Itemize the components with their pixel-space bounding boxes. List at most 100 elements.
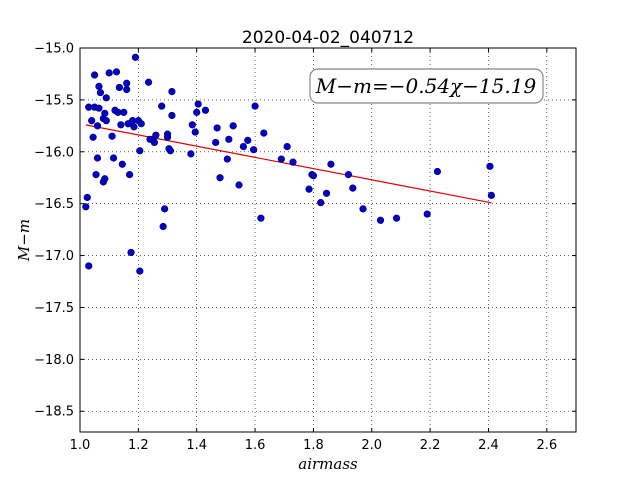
data-point <box>166 147 175 155</box>
data-point <box>277 155 285 163</box>
data-point <box>423 210 431 218</box>
data-point <box>152 131 160 139</box>
data-point <box>89 133 97 141</box>
data-point <box>216 174 224 182</box>
annotation-text: M−m=−0.54χ−15.19 <box>315 74 537 98</box>
data-point <box>487 191 495 199</box>
data-point <box>187 150 195 158</box>
data-point <box>289 158 297 166</box>
data-point <box>95 82 103 90</box>
chart-title: 2020-04-02_040712 <box>242 28 414 48</box>
data-point <box>126 171 134 179</box>
annotation-box: M−m=−0.54χ−15.19 <box>309 68 544 104</box>
data-point <box>201 106 210 114</box>
data-point <box>349 184 357 192</box>
data-point <box>213 124 221 132</box>
data-point <box>433 167 442 176</box>
data-point <box>115 83 123 92</box>
y-axis-label: M−m <box>15 219 33 262</box>
x-tick-label: 1.8 <box>303 438 324 453</box>
data-point <box>305 185 313 193</box>
y-tick-label: −16.0 <box>34 145 74 160</box>
data-point <box>229 122 237 130</box>
y-tick-label: −17.5 <box>34 301 74 316</box>
data-point <box>83 193 91 202</box>
data-point <box>101 175 109 183</box>
data-point <box>188 121 196 129</box>
data-point <box>127 248 135 257</box>
data-point <box>225 135 233 143</box>
y-tick-label: −18.5 <box>34 405 74 420</box>
plot-frame <box>79 47 577 433</box>
data-point <box>82 203 90 211</box>
data-point <box>93 122 102 130</box>
data-point <box>105 69 113 77</box>
x-axis-label: airmass <box>298 455 358 473</box>
data-point <box>250 146 258 154</box>
annotation-frame <box>309 68 544 104</box>
data-point <box>322 189 331 197</box>
y-tick-label: −15.0 <box>34 42 74 57</box>
data-point <box>123 85 131 94</box>
data-point <box>251 102 259 110</box>
data-point <box>212 138 220 147</box>
x-tick-label: 1.2 <box>128 438 149 453</box>
x-tick-label: 1.6 <box>245 438 266 453</box>
x-tick-label: 2.0 <box>361 438 382 453</box>
x-tick-label: 1.4 <box>186 438 207 453</box>
x-tick-label: 2.4 <box>478 438 499 453</box>
data-point <box>120 108 128 116</box>
data-point <box>144 78 153 86</box>
data-point <box>193 108 201 116</box>
data-point <box>235 181 243 189</box>
data-point <box>117 121 125 129</box>
data-point <box>95 104 103 112</box>
axis-ticks: 1.0 1.2 1.4 1.6 1.8 2.0 2.2 2.4 2.6 −15.0 −15.5 −16… <box>34 42 576 453</box>
data-point <box>109 154 118 162</box>
data-points <box>82 53 495 275</box>
data-point <box>130 123 138 131</box>
x-tick-label: 2.2 <box>420 438 441 453</box>
data-point <box>102 117 110 125</box>
data-point <box>309 172 318 180</box>
y-tick-label: −16.5 <box>34 197 74 212</box>
data-point <box>260 129 268 137</box>
data-point <box>327 160 335 168</box>
x-tick-label: 1.0 <box>70 438 91 453</box>
data-point <box>159 222 167 231</box>
data-point <box>108 132 116 140</box>
data-point <box>239 142 247 151</box>
y-tick-label: −18.0 <box>34 353 74 368</box>
data-point <box>163 133 172 141</box>
data-point <box>392 214 401 222</box>
data-point <box>257 214 265 222</box>
data-point <box>90 71 99 79</box>
data-point <box>283 142 291 151</box>
data-point <box>158 102 166 110</box>
data-point <box>112 68 121 76</box>
data-point <box>136 147 144 155</box>
x-tick-label: 2.6 <box>536 438 557 453</box>
data-point <box>344 171 353 179</box>
data-point <box>88 117 96 125</box>
data-point <box>150 138 158 147</box>
data-point <box>85 262 93 270</box>
data-point <box>359 205 367 213</box>
data-point <box>168 111 176 120</box>
data-point <box>376 216 385 224</box>
data-point <box>123 79 131 87</box>
data-point <box>131 53 140 61</box>
data-point <box>92 171 100 179</box>
data-point <box>137 120 145 128</box>
data-point <box>194 100 202 108</box>
data-point <box>93 154 102 162</box>
y-tick-label: −15.5 <box>34 93 74 108</box>
data-point <box>118 160 126 168</box>
data-point <box>244 136 252 144</box>
y-tick-label: −17.0 <box>34 249 74 264</box>
data-point <box>168 87 176 96</box>
data-point <box>136 267 144 275</box>
data-point <box>317 199 325 207</box>
data-point <box>96 89 105 97</box>
